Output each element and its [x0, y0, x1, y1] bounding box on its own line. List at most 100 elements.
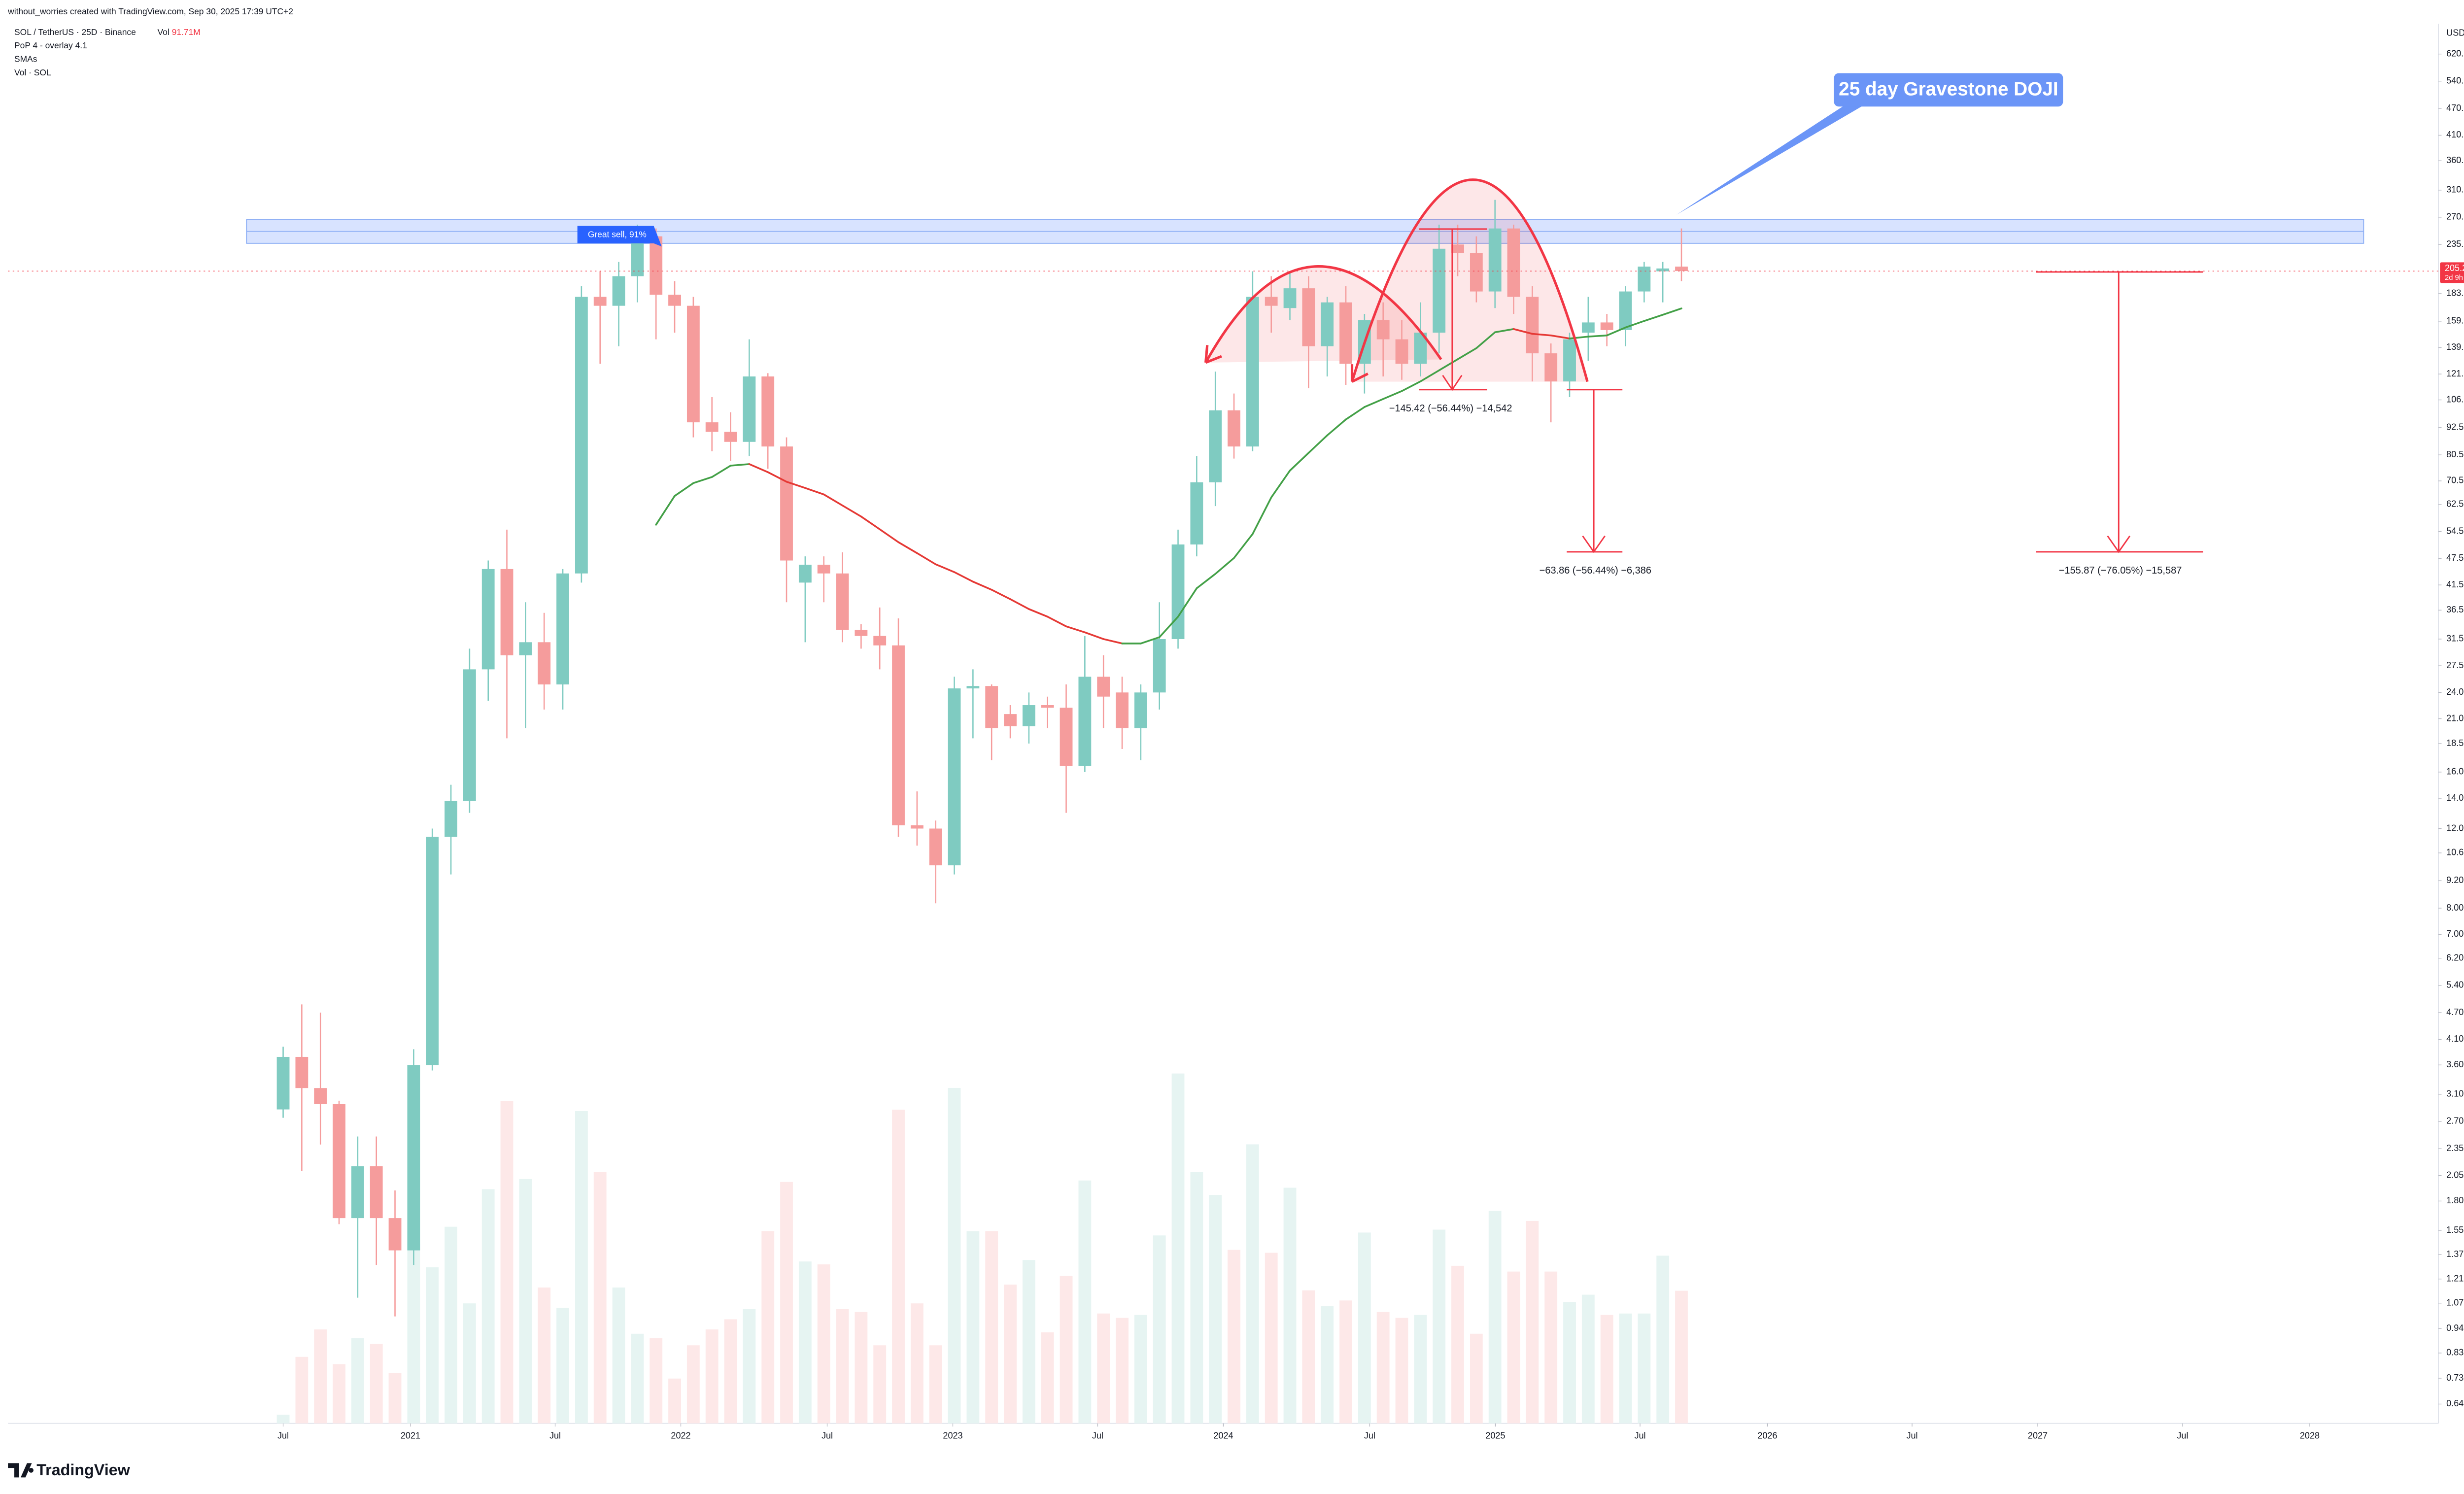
- volume-bar: [314, 1329, 327, 1424]
- candle-body: [593, 297, 607, 306]
- sma-segment: [972, 580, 992, 591]
- volume-bar: [1675, 1290, 1688, 1424]
- candle-body: [1507, 228, 1520, 297]
- y-tick-label: 54.50: [2446, 526, 2464, 536]
- candle-body: [910, 825, 924, 829]
- volume-bar: [575, 1111, 588, 1424]
- y-tick-label: 62.50: [2446, 499, 2464, 509]
- logo: TradingView: [8, 1461, 131, 1479]
- candle-body: [1619, 291, 1632, 330]
- sma-segment: [711, 465, 732, 478]
- x-tick-label: Jul: [549, 1430, 561, 1440]
- sma-segment: [1569, 336, 1589, 340]
- volume-bar: [500, 1101, 513, 1424]
- y-tick-label: 24.00: [2446, 687, 2464, 697]
- sma-segment: [860, 515, 881, 530]
- indicator: SMAs: [14, 54, 37, 64]
- x-tick-label: Jul: [821, 1430, 833, 1440]
- volume-bar: [1507, 1271, 1520, 1424]
- candle-body: [1433, 248, 1446, 333]
- measure-label: −63.86 (−56.44%) −6,386: [1540, 565, 1651, 576]
- volume-bar: [1339, 1300, 1352, 1424]
- price-label: 205.28: [2445, 263, 2464, 273]
- candle-body: [1451, 244, 1464, 253]
- candle-body: [724, 432, 737, 442]
- candle-body: [705, 422, 719, 432]
- volume-bar: [873, 1345, 887, 1424]
- volume-bar: [910, 1303, 924, 1424]
- volume-bar: [836, 1309, 849, 1424]
- y-tick-label: 310.00: [2446, 185, 2464, 195]
- candle-body: [481, 569, 495, 670]
- sma-segment: [822, 493, 844, 507]
- candle-body: [1060, 708, 1073, 766]
- volume-bar: [1451, 1265, 1464, 1424]
- volume-bar: [761, 1231, 775, 1424]
- callout-text: 25 day Gravestone DOJI: [1839, 79, 2058, 100]
- y-tick-label: 0.94: [2446, 1323, 2464, 1333]
- volume-bar: [780, 1182, 793, 1424]
- sma-segment: [1289, 452, 1310, 472]
- arrow-head: [1350, 364, 1369, 383]
- candle-body: [426, 837, 439, 1065]
- x-tick-label: 2022: [671, 1430, 690, 1440]
- countdown: 2d 9h: [2445, 274, 2463, 282]
- candle-body: [1246, 297, 1259, 447]
- candle-body: [1470, 253, 1483, 292]
- candle-body: [1600, 322, 1613, 330]
- candle-body: [538, 642, 551, 685]
- sma-segment: [841, 505, 862, 518]
- volume-bar: [1395, 1318, 1408, 1424]
- candle-body: [817, 565, 830, 574]
- y-tick-label: 1.21: [2446, 1273, 2464, 1283]
- sma-segment: [1214, 557, 1235, 575]
- candle-body: [463, 669, 476, 801]
- y-tick-label: 139.00: [2446, 342, 2464, 352]
- candle-body: [1209, 410, 1222, 482]
- candle-body: [929, 828, 942, 866]
- candle-body: [1283, 288, 1297, 308]
- candle-body: [314, 1088, 327, 1104]
- measure-3: [2036, 271, 2203, 553]
- callout-box: [1834, 73, 2063, 107]
- volume-bar: [1488, 1211, 1502, 1424]
- sma-segment: [1158, 615, 1179, 638]
- sma-segment: [729, 463, 751, 467]
- sma-segment: [1531, 333, 1552, 337]
- volume-bar: [1544, 1271, 1558, 1424]
- candle-body: [1581, 322, 1595, 333]
- volume-bar: [612, 1287, 625, 1424]
- y-tick-label: 159.00: [2446, 316, 2464, 326]
- volume-bar: [724, 1319, 737, 1424]
- volume-bar: [1265, 1253, 1278, 1424]
- volume-bar: [1470, 1333, 1483, 1424]
- sma-segment: [879, 528, 899, 543]
- volume-bar: [1004, 1285, 1017, 1424]
- volume-bar: [1414, 1315, 1427, 1424]
- candle-body: [1116, 692, 1129, 728]
- sma-segment: [748, 463, 769, 474]
- volume-layer: [276, 1073, 1688, 1424]
- volume-bar: [1041, 1332, 1054, 1424]
- sma-layer: [655, 307, 1682, 645]
- sma-segment: [692, 476, 713, 484]
- volume-bar: [892, 1109, 905, 1424]
- volume-bar: [817, 1264, 830, 1424]
- volume-bar: [1526, 1221, 1539, 1424]
- candle-body: [1265, 297, 1278, 306]
- volume-bar: [538, 1287, 551, 1424]
- x-tick-label: 2027: [2028, 1430, 2048, 1440]
- sma-segment: [1252, 496, 1272, 535]
- y-tick-label: 21.00: [2446, 713, 2464, 723]
- candle-body: [575, 297, 588, 574]
- volume-bar: [481, 1189, 495, 1424]
- sma-segment: [1102, 638, 1123, 645]
- candle-body: [1675, 267, 1688, 272]
- candle-body: [1488, 228, 1502, 292]
- sma-segment: [934, 563, 956, 573]
- candle-body: [1638, 267, 1651, 292]
- volume-bar: [1563, 1302, 1576, 1424]
- volume-bar: [1060, 1276, 1073, 1424]
- sma-segment: [1065, 625, 1086, 634]
